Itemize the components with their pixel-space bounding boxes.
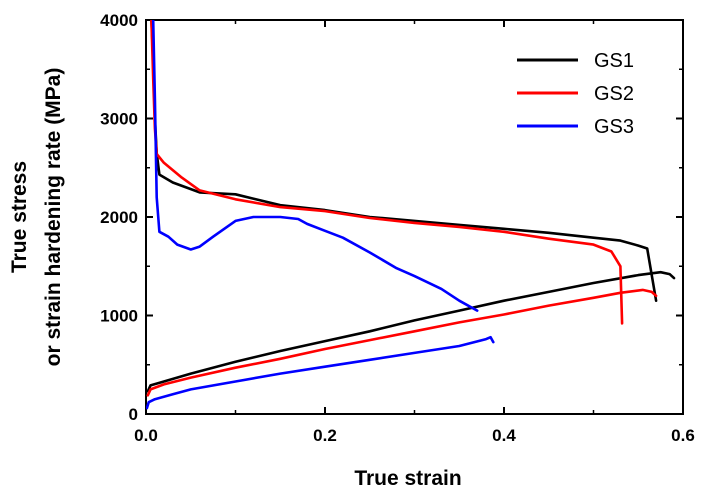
series-gs2-hardening-curve	[150, 20, 624, 325]
y-tick-label: 2000	[100, 208, 138, 227]
plot-frame	[145, 19, 684, 415]
series-gs2-stress-curve	[146, 288, 658, 397]
series-gs3-stress-curve	[146, 335, 495, 410]
legend-label-gs3: GS3	[594, 116, 634, 138]
x-tick-label: 0.4	[492, 426, 516, 445]
y-tick-label: 3000	[100, 110, 138, 129]
x-tick-label: 0.0	[134, 426, 158, 445]
y-tick-label: 0	[129, 405, 138, 424]
data-curves	[146, 20, 676, 410]
x-axis-label: True strain	[354, 467, 461, 490]
y-axis-label-line2: or strain hardening rate (MPa)	[42, 68, 65, 367]
tick-labels: 0.0 0.2 0.4 0.6 0 1000 2000 3000 4000	[100, 11, 695, 445]
series-gs3-hardening-curve	[151, 20, 479, 312]
series-gs1-hardening-curve	[150, 20, 658, 303]
y-tick-label: 1000	[100, 307, 138, 326]
legend-label-gs2: GS2	[594, 83, 634, 105]
series-gs1-stress-curve	[146, 270, 676, 393]
x-tick-label: 0.2	[313, 426, 337, 445]
axis-ticks	[145, 19, 684, 415]
legend-label-gs1: GS1	[594, 50, 634, 72]
y-tick-label: 4000	[100, 11, 138, 30]
legend: GS1 GS2 GS3	[517, 50, 634, 138]
y-axis-label-line1: True stress	[8, 161, 31, 273]
x-tick-label: 0.6	[671, 426, 695, 445]
